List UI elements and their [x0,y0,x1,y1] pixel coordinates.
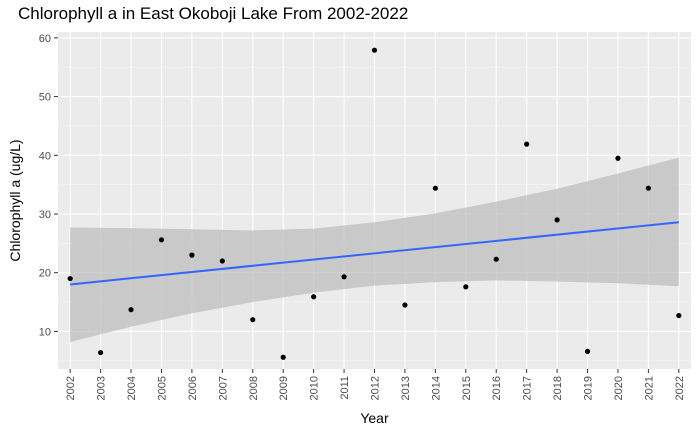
x-tick-label: 2012 [370,376,382,400]
x-tick-label: 2006 [187,376,199,400]
x-tick-label: 2010 [309,376,321,400]
y-axis-title: Chlorophyll a (ug/L) [7,139,23,261]
data-point [676,312,682,319]
x-tick-label: 2016 [491,376,503,400]
x-tick-label: 2008 [248,376,260,400]
data-point [524,141,530,147]
data-point [341,274,347,280]
data-point [98,349,104,356]
data-point [67,275,73,282]
x-tick-label: 2022 [674,376,686,400]
y-tick-label: 10 [39,326,51,338]
data-point [189,252,195,258]
x-tick-label: 2002 [65,376,77,400]
x-tick-label: 2020 [613,376,625,400]
x-tick-label: 2009 [278,376,290,400]
data-point [280,354,286,360]
chart-title: Chlorophyll a in East Okoboji Lake From … [18,4,409,23]
data-point [250,317,256,323]
data-point [402,302,408,308]
x-tick-label: 2018 [552,376,564,400]
data-point [128,307,134,313]
data-point [158,237,165,243]
data-point [554,217,560,223]
x-tick-label: 2019 [583,376,595,400]
data-point [463,284,469,290]
trend-line [70,221,679,286]
trend-layer [70,221,679,286]
data-point [311,294,317,300]
x-axis-title: Year [360,410,389,426]
x-tick-label: 2021 [643,376,655,400]
x-tick-label: 2014 [430,376,442,400]
x-tick-label: 2005 [156,376,168,400]
x-tick-label: 2013 [400,376,412,400]
x-tick-label: 2004 [126,376,138,400]
data-point [219,258,225,264]
x-tick-label: 2015 [461,376,473,400]
data-point [432,185,438,191]
x-tick-label: 2007 [217,376,229,400]
x-tick-label: 2011 [339,376,351,400]
y-tick-label: 30 [39,209,51,221]
x-tick-label: 2017 [522,376,534,400]
data-point [584,348,591,354]
y-tick-label: 50 [39,92,51,104]
y-tick-label: 60 [39,33,51,45]
y-tick-label: 40 [39,150,51,162]
data-point [615,155,621,161]
points-layer [67,47,682,360]
data-point [371,47,378,53]
confidence-band [70,157,679,342]
x-tick-label: 2003 [96,376,108,400]
axes: 10 20 30 40 50 60 2002 2003 2004 2005 2006 2007 2008… [7,33,686,426]
confidence-band-layer [70,157,679,342]
data-point [645,185,651,191]
y-tick-label: 20 [39,268,51,280]
data-point [493,256,499,262]
